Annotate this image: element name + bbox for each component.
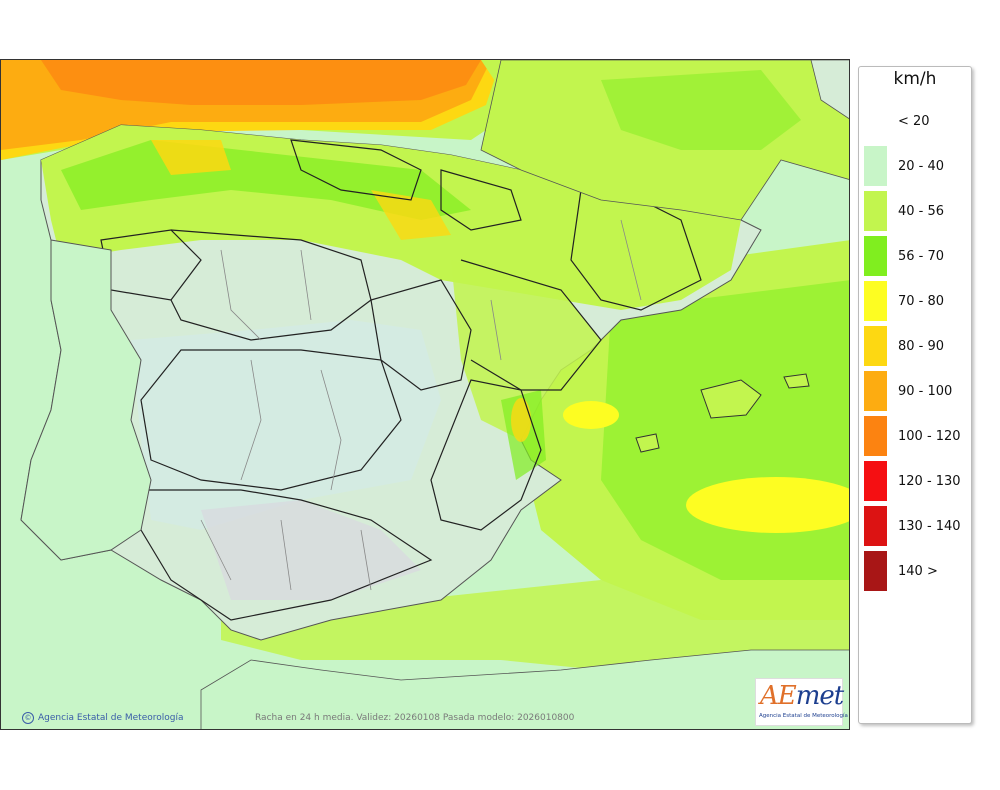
legend-swatch [864,146,887,186]
legend-swatch [864,236,887,276]
legend-swatch [864,506,887,546]
legend-label: 120 - 130 [898,474,961,489]
north-sea-core [41,60,481,105]
credit-line: © Agencia Estatal de Meteorología [22,712,184,724]
legend-item: 120 - 130 [864,461,968,501]
portugal [20,239,152,561]
legend-swatch [864,416,887,456]
aemet-logo-wordmark: AEmet [760,681,844,711]
legend-label: 56 - 70 [898,249,945,264]
ibiza [635,433,660,453]
legend-label: 40 - 56 [898,204,945,219]
legend-item: 130 - 140 [864,506,968,546]
legend-swatch [864,281,887,321]
map-canvas [1,60,849,729]
legend-item: 140 > [864,551,968,591]
credit-text: Agencia Estatal de Meteorología [38,713,184,723]
mediterranean-sea-core [601,280,849,580]
legend-swatch [864,371,887,411]
betic-light-area [201,500,421,600]
legend-label: 70 - 80 [898,294,945,309]
legend-item: < 20 [864,101,968,141]
legend-item: 80 - 90 [864,326,968,366]
legend-item: 100 - 120 [864,416,968,456]
legend-item: 56 - 70 [864,236,968,276]
legend-label: 100 - 120 [898,429,961,444]
legend-item: 20 - 40 [864,146,968,186]
legend-label: 130 - 140 [898,519,961,534]
menorca [783,373,810,389]
meseta-light-area [131,320,441,530]
asturias-orange-patch [151,140,231,175]
legend-label: 80 - 90 [898,339,945,354]
aemet-logo-subtitle: Agencia Estatal de Meteorología [759,713,848,719]
legend-swatch [864,461,887,501]
iberian-range-green [451,260,601,440]
wind-gust-map [0,59,850,730]
legend-item: 70 - 80 [864,281,968,321]
legend-swatch [864,101,887,141]
legend-label: 90 - 100 [898,384,953,399]
valencia-orange-patch [511,398,531,442]
mallorca [700,379,762,419]
legend: km/h < 20 20 - 40 40 - 56 56 - 70 70 - 80 80 … [858,66,972,724]
legend-unit: km/h [893,69,937,89]
aemet-logo: AEmet Agencia Estatal de Meteorología [755,678,848,726]
legend-swatch [864,326,887,366]
legend-label: 140 > [898,564,938,579]
yellow-gust-patch-east [686,477,849,533]
legend-label: 20 - 40 [898,159,945,174]
legend-item: 40 - 56 [864,191,968,231]
yellow-gust-patch-center [563,401,619,429]
legend-swatch [864,551,887,591]
north-africa [200,649,849,729]
copyright-icon: © [22,712,34,724]
legend-item: 90 - 100 [864,371,968,411]
navarra-orange-patch [371,190,451,240]
map-caption: Racha en 24 h media. Validez: 20260108 P… [255,713,575,723]
legend-label: < 20 [898,114,930,129]
legend-swatch [864,191,887,231]
france-strong-gusts [601,70,801,150]
corsica-edge [810,60,849,120]
